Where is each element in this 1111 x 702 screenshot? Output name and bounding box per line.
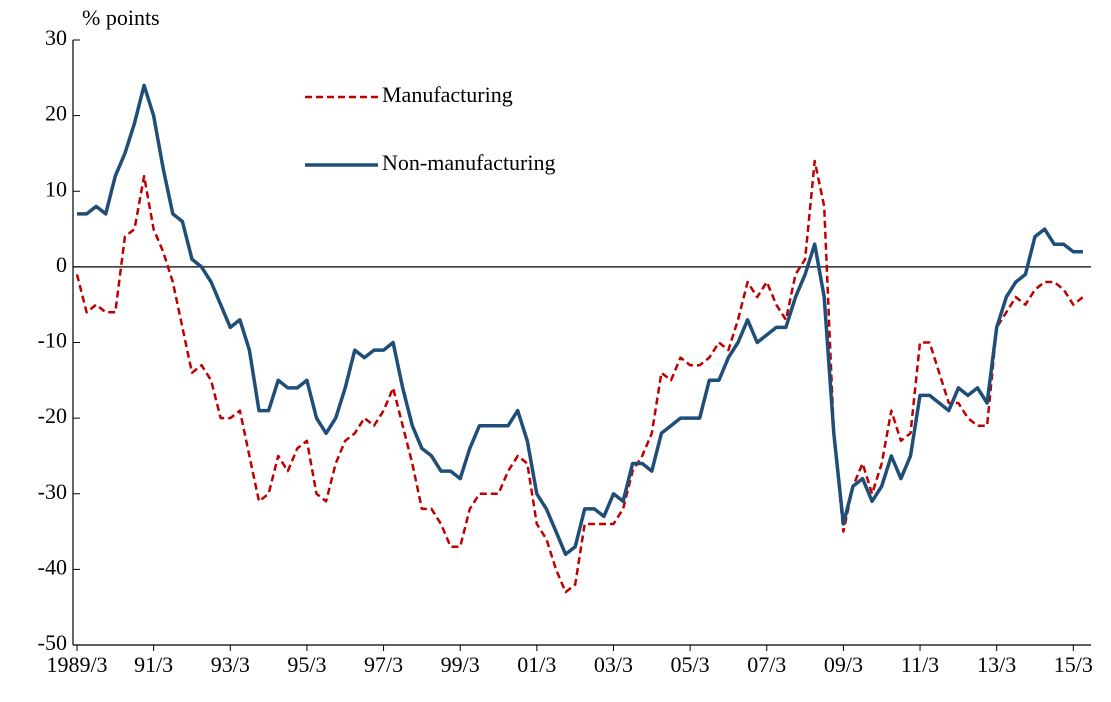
y-tick-label: 20 bbox=[45, 101, 67, 126]
x-tick-label: 97/3 bbox=[364, 652, 403, 677]
x-tick-label: 01/3 bbox=[517, 652, 556, 677]
y-tick-label: -30 bbox=[38, 479, 67, 504]
x-tick-label: 1989/3 bbox=[46, 652, 107, 677]
y-tick-label: 10 bbox=[45, 176, 67, 201]
y-tick-label: -10 bbox=[38, 328, 67, 353]
x-tick-label: 05/3 bbox=[671, 652, 710, 677]
x-tick-label: 07/3 bbox=[747, 652, 786, 677]
y-tick-label: -50 bbox=[38, 630, 67, 655]
y-tick-label: 30 bbox=[45, 25, 67, 50]
y-tick-label: -40 bbox=[38, 554, 67, 579]
x-tick-label: 99/3 bbox=[441, 652, 480, 677]
x-tick-label: 11/3 bbox=[901, 652, 939, 677]
x-tick-label: 03/3 bbox=[594, 652, 633, 677]
x-tick-label: 15/3 bbox=[1054, 652, 1093, 677]
legend-label: Non-manufacturing bbox=[382, 150, 556, 175]
x-tick-label: 95/3 bbox=[287, 652, 326, 677]
y-tick-label: -20 bbox=[38, 403, 67, 428]
legend-label: Manufacturing bbox=[382, 82, 513, 107]
x-tick-label: 91/3 bbox=[134, 652, 173, 677]
x-tick-label: 93/3 bbox=[211, 652, 250, 677]
x-tick-label: 13/3 bbox=[977, 652, 1016, 677]
x-tick-label: 09/3 bbox=[824, 652, 863, 677]
y-axis-label: % points bbox=[82, 5, 160, 30]
series-line bbox=[75, 159, 1084, 594]
y-tick-label: 0 bbox=[56, 252, 67, 277]
series-line bbox=[77, 83, 1083, 557]
